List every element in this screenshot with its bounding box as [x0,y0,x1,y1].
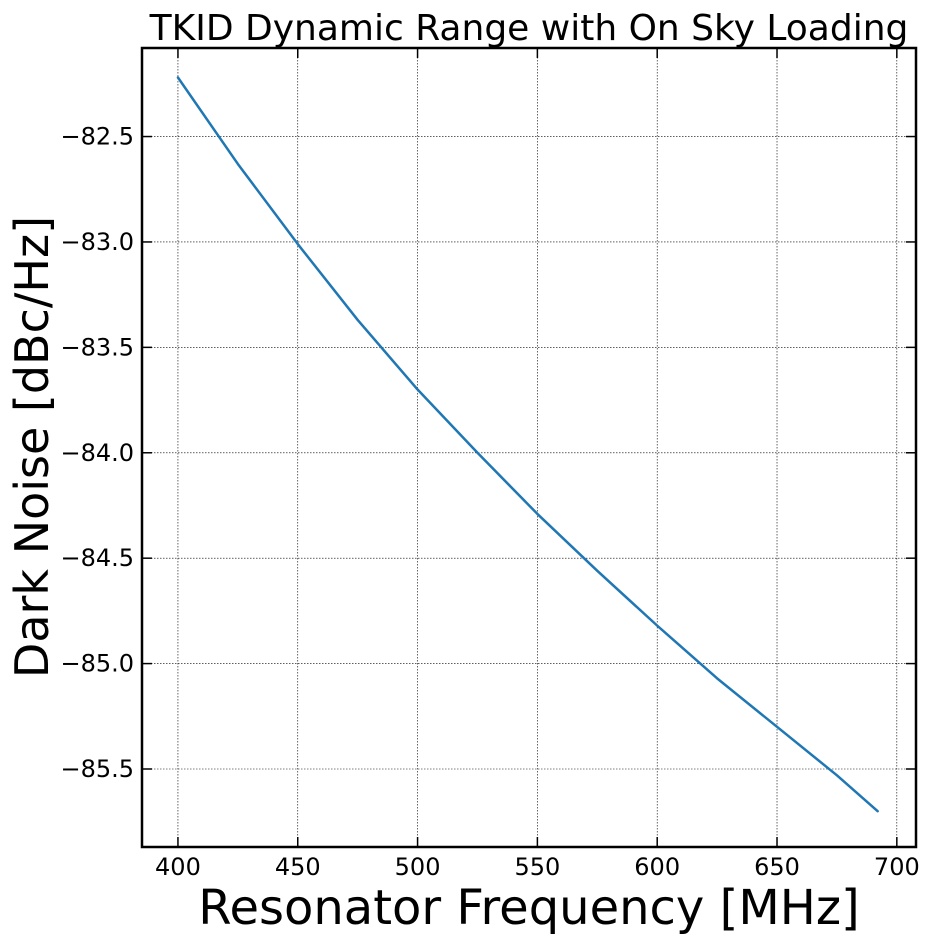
ticks-layer: 400 450 500 550 600 650 700 −82.5 −83.0 −83.5 −84.… [60,48,920,881]
x-tick-label: 600 [634,853,680,881]
x-tick-label: 700 [874,853,920,881]
y-tick-label: −84.5 [60,544,134,572]
chart-title: TKID Dynamic Range with On Sky Loading [149,8,909,49]
x-axis-label: Resonator Frequency [MHz] [198,880,860,936]
y-tick-label: −85.5 [60,755,134,783]
x-tick-label: 400 [155,853,201,881]
series-layer [176,76,879,813]
x-tick-label: 500 [395,853,441,881]
x-tick-label: 450 [275,853,321,881]
grid-layer [142,48,916,847]
x-tick-label: 550 [514,853,560,881]
y-tick-label: −84.0 [60,439,134,467]
x-tick-label: 650 [754,853,800,881]
y-tick-label: −83.0 [60,228,134,256]
y-tick-label: −82.5 [60,123,134,151]
plot-frame [140,46,918,849]
y-tick-label: −85.0 [60,650,134,678]
series-line [176,76,879,813]
y-axis-label: Dark Noise [dBc/Hz] [5,216,59,678]
y-tick-label: −83.5 [60,333,134,361]
